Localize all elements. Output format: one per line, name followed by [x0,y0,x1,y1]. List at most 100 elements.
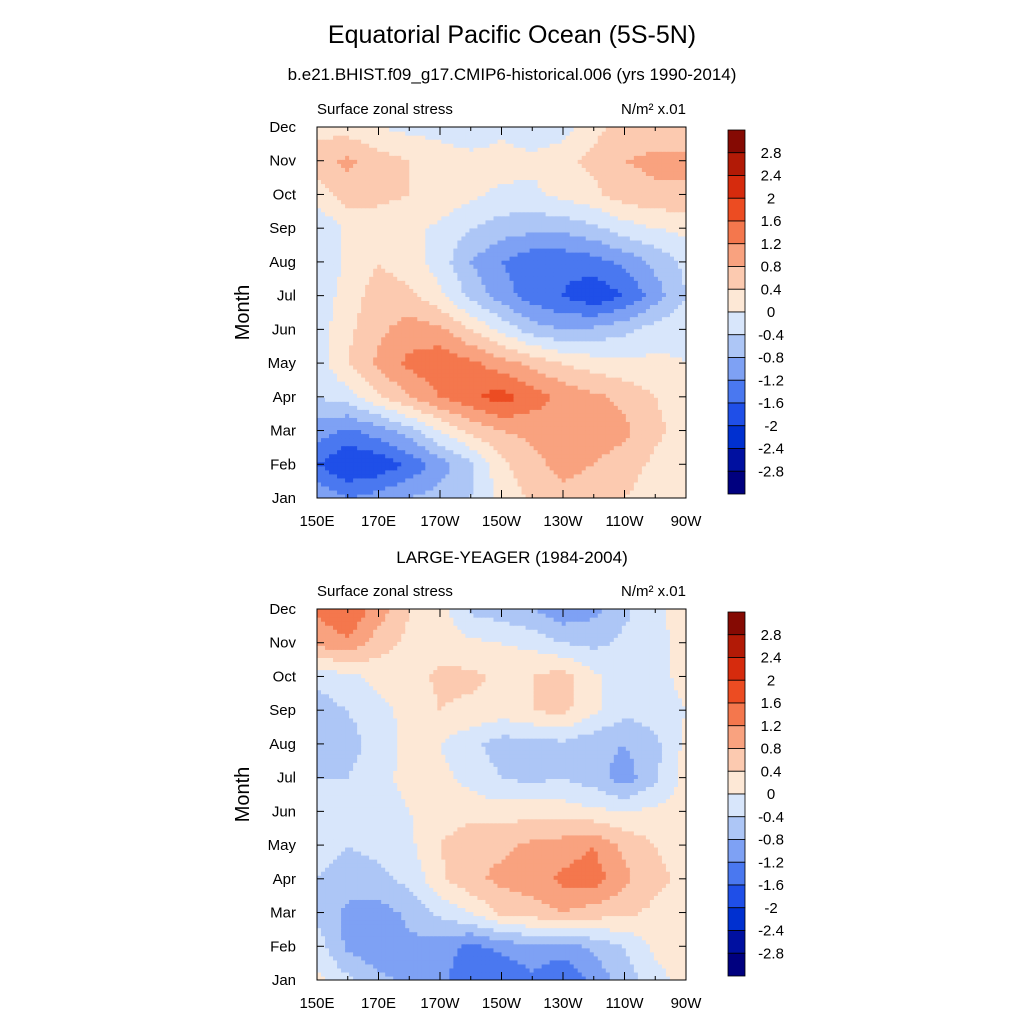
heatmap-cell [349,344,354,350]
heatmap-cell [553,417,559,422]
heatmap-cell [545,489,551,495]
heatmap-cell [561,493,567,498]
heatmap-cell [673,280,679,285]
heatmap-cell [457,473,462,479]
heatmap-cell [645,465,651,471]
heatmap-cell [401,441,406,447]
heatmap-cell [421,389,426,394]
heatmap-cell [485,332,491,338]
heatmap-cell [481,280,487,285]
heatmap-cell [437,449,442,455]
heatmap-cell [441,489,446,495]
heatmap-cell [577,417,583,422]
heatmap-cell [581,308,587,314]
heatmap-cell [361,280,366,285]
heatmap-cell [617,409,623,414]
heatmap-cell [453,433,458,439]
heatmap-cell [557,397,563,402]
heatmap-cell [421,385,426,390]
heatmap-cell [573,421,579,427]
heatmap-cell [449,328,454,334]
heatmap-cell [425,481,430,487]
heatmap-cell [645,348,651,354]
heatmap-cell [673,360,679,366]
page-title: Equatorial Pacific Ocean (5S-5N) [327,21,697,49]
heatmap-cell [413,437,418,443]
heatmap-cell [425,385,430,390]
heatmap-cell [521,368,527,374]
heatmap-cell [413,469,418,475]
heatmap-cell [517,437,523,443]
heatmap-cell [345,477,350,483]
heatmap-cell [345,328,350,334]
heatmap-cell [533,453,539,459]
heatmap-cell [429,469,434,475]
heatmap-cell [613,280,619,285]
heatmap-cell [501,489,507,495]
heatmap-cell [549,413,555,418]
heatmap-cell [541,393,547,398]
heatmap-cell [565,433,571,439]
heatmap-cell [645,461,651,467]
heatmap-cell [553,489,559,495]
heatmap-cell [465,429,471,435]
heatmap-cell [509,381,515,386]
heatmap-cell [345,360,350,366]
heatmap-cell [525,356,531,362]
heatmap-cell [641,332,647,338]
heatmap-cell [353,389,358,394]
heatmap-cell [641,280,647,285]
heatmap-cell [397,433,402,439]
heatmap-cell [657,433,663,439]
heatmap-cell [621,348,627,354]
heatmap-cell [521,324,527,330]
heatmap-cell [445,368,450,374]
heatmap-cell [349,300,354,306]
heatmap-cell [533,348,539,354]
heatmap-cell [633,441,639,447]
heatmap-cell [401,320,406,326]
heatmap-cell [501,364,507,370]
heatmap-cell [657,445,663,451]
heatmap-cell [389,381,394,386]
heatmap-cell [661,449,667,455]
heatmap-cell [513,453,519,459]
heatmap-cell [353,372,358,378]
heatmap-cell [569,413,575,418]
heatmap-cell [393,288,398,293]
heatmap-cell [489,360,495,366]
heatmap-cell [497,449,503,455]
heatmap-cell [453,393,458,398]
heatmap-cell [369,469,374,475]
heatmap-cell [345,352,350,358]
heatmap-cell [589,441,595,447]
heatmap-cell [513,393,519,398]
heatmap-cell [653,469,659,475]
heatmap-cell [457,292,462,297]
heatmap-cell [645,364,651,370]
heatmap-cell [553,433,559,439]
heatmap-cell [669,284,675,289]
heatmap-cell [661,348,667,354]
heatmap-cell [569,397,575,402]
heatmap-cell [501,356,507,362]
heatmap-cell [521,445,527,451]
heatmap-cell [665,296,671,301]
heatmap-cell [557,312,563,318]
heatmap-cell [617,473,623,479]
heatmap-cell [321,397,326,402]
heatmap-cell [533,493,539,498]
heatmap-cell [509,292,515,297]
heatmap-cell [545,304,551,310]
heatmap-cell [545,477,551,483]
heatmap-cell [385,453,390,459]
heatmap-cell [321,296,326,301]
heatmap-cell [545,457,551,463]
heatmap-cell [381,389,386,394]
heatmap-cell [321,344,326,350]
heatmap-cell [389,284,394,289]
heatmap-cell [617,385,623,390]
heatmap-cell [513,320,519,326]
heatmap-cell [461,336,466,342]
heatmap-cell [453,413,458,418]
